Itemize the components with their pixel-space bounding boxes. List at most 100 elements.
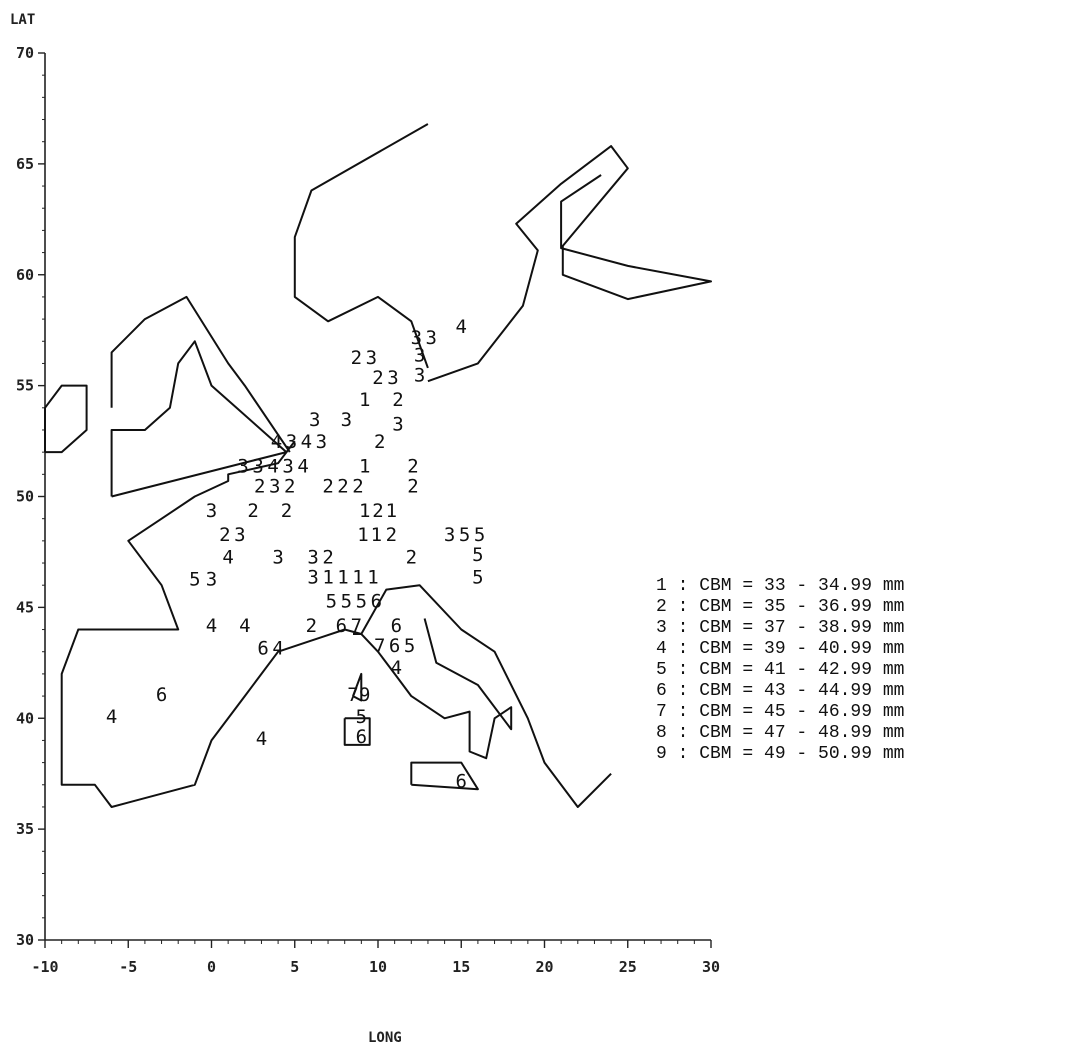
legend-entry: 7 : CBM = 45 - 46.99 mm <box>656 702 905 722</box>
data-point: 2 <box>392 389 403 411</box>
coastline-layer <box>44 123 712 808</box>
y-tick-label: 35 <box>16 820 34 838</box>
data-point: 3 <box>414 365 425 387</box>
data-point: 4 <box>301 431 312 453</box>
data-point: 2 <box>372 367 383 389</box>
data-point: 5 <box>459 524 470 546</box>
data-point: 4 <box>272 637 283 659</box>
data-point: 5 <box>474 524 485 546</box>
legend-entry: 1 : CBM = 33 - 34.99 mm <box>656 576 905 596</box>
x-tick-label: -10 <box>31 958 58 976</box>
coastline <box>427 145 712 383</box>
y-tick-label: 45 <box>16 598 34 616</box>
data-point: 2 <box>281 500 292 522</box>
data-point: 1 <box>322 566 333 588</box>
y-tick-label: 30 <box>16 931 34 949</box>
coastline <box>44 384 88 454</box>
data-point: 4 <box>256 728 267 750</box>
y-tick-label: 70 <box>16 44 34 62</box>
data-point: 2 <box>306 615 317 637</box>
data-point: 4 <box>206 615 217 637</box>
x-tick-label: 0 <box>207 958 216 976</box>
x-tick-label: 30 <box>702 958 720 976</box>
data-point: 4 <box>271 431 282 453</box>
legend-entry: 2 : CBM = 35 - 36.99 mm <box>656 597 905 617</box>
y-tick-label: 40 <box>16 709 34 727</box>
data-point: 2 <box>219 524 230 546</box>
x-tick-label: 10 <box>369 958 387 976</box>
coastline <box>293 123 429 369</box>
data-point: 6 <box>356 726 367 748</box>
data-point: 2 <box>406 546 417 568</box>
data-point: 1 <box>337 566 348 588</box>
data-point: 3 <box>307 546 318 568</box>
data-point: 6 <box>456 770 467 792</box>
x-tick-label: 20 <box>535 958 553 976</box>
data-point: 2 <box>322 546 333 568</box>
data-point: 3 <box>234 524 245 546</box>
data-point: 3 <box>414 345 425 367</box>
data-point: 3 <box>282 455 293 477</box>
data-point: 5 <box>341 591 352 613</box>
data-point: 6 <box>389 635 400 657</box>
y-tick-label: 60 <box>16 266 34 284</box>
data-point: 5 <box>356 591 367 613</box>
data-point: 2 <box>352 475 363 497</box>
data-point: 2 <box>337 475 348 497</box>
data-point: 4 <box>391 657 402 679</box>
data-point: 2 <box>322 475 333 497</box>
x-axis-title: LONG <box>368 1030 402 1046</box>
data-point: 6 <box>391 615 402 637</box>
data-point: 3 <box>286 431 297 453</box>
y-tick-label: 50 <box>16 488 34 506</box>
legend-entry: 6 : CBM = 43 - 44.99 mm <box>656 681 905 701</box>
data-point: 5 <box>472 566 483 588</box>
coastline <box>343 717 371 746</box>
data-point: 6 <box>371 591 382 613</box>
legend-entry: 8 : CBM = 47 - 48.99 mm <box>656 723 905 743</box>
data-point: 3 <box>426 327 437 349</box>
data-point: 3 <box>444 524 455 546</box>
data-point: 6 <box>336 615 347 637</box>
data-point: 2 <box>351 347 362 369</box>
data-point: 3 <box>316 431 327 453</box>
data-point: 3 <box>309 409 320 431</box>
data-point: 3 <box>272 546 283 568</box>
coastline <box>60 440 513 808</box>
data-point: 1 <box>359 455 370 477</box>
data-point: 5 <box>472 544 483 566</box>
data-point: 3 <box>387 367 398 389</box>
data-point: 3 <box>206 569 217 591</box>
data-point: 6 <box>257 637 268 659</box>
data-point: 3 <box>237 455 248 477</box>
legend-entry: 5 : CBM = 41 - 42.99 mm <box>656 660 905 680</box>
coastline <box>353 584 612 808</box>
x-tick-label: 25 <box>619 958 637 976</box>
data-point: 7 <box>347 684 358 706</box>
data-point: 3 <box>366 347 377 369</box>
data-point: 3 <box>341 409 352 431</box>
data-point: 2 <box>247 500 258 522</box>
data-point: 3 <box>252 455 263 477</box>
coastline <box>352 672 363 702</box>
data-point: 7 <box>374 635 385 657</box>
data-point: 4 <box>106 706 117 728</box>
data-point: 2 <box>254 475 265 497</box>
x-tick-label: 15 <box>452 958 470 976</box>
data-point: 1 <box>352 566 363 588</box>
data-point: 7 <box>351 615 362 637</box>
data-point: 2 <box>374 431 385 453</box>
data-point: 1 <box>367 566 378 588</box>
data-point: 1 <box>359 389 370 411</box>
x-tick-label: 5 <box>290 958 299 976</box>
data-point: 4 <box>239 615 250 637</box>
coastline <box>410 761 479 791</box>
data-point: 5 <box>356 706 367 728</box>
y-tick-label: 55 <box>16 377 34 395</box>
x-tick-label: -5 <box>119 958 137 976</box>
legend-entry: 9 : CBM = 49 - 50.99 mm <box>656 744 905 764</box>
